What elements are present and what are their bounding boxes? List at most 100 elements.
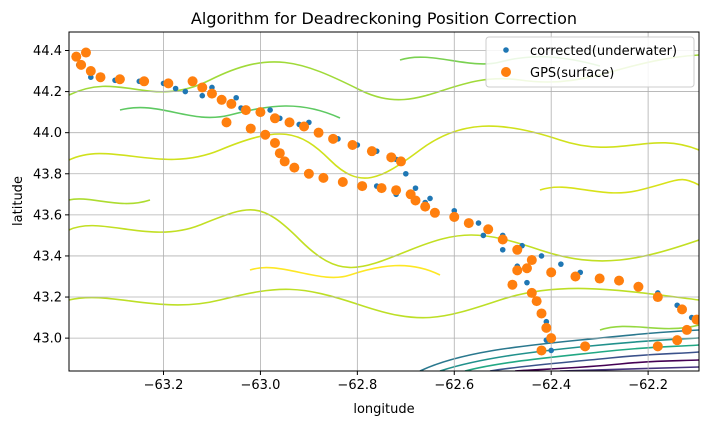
- legend-label-corrected: corrected(underwater): [530, 44, 677, 59]
- y-tick-label: 43.0: [33, 332, 62, 347]
- y-tick-label: 43.8: [33, 167, 62, 182]
- data-point: [475, 220, 482, 226]
- data-point: [366, 146, 377, 157]
- data-point: [221, 117, 232, 128]
- data-point: [357, 181, 368, 192]
- data-point: [85, 66, 96, 77]
- data-point: [427, 195, 433, 202]
- data-point: [536, 308, 547, 319]
- data-point: [172, 85, 179, 92]
- data-point: [240, 105, 251, 116]
- data-point: [633, 281, 644, 292]
- series-layer: [71, 47, 699, 356]
- data-point: [267, 107, 273, 113]
- ticks: −63.2 −63.0 −62.8 −62.6 −62.4 −62.2 43.0 43.2 43…: [33, 44, 668, 393]
- data-point: [260, 129, 271, 140]
- data-point: [531, 296, 542, 307]
- data-point: [337, 176, 348, 187]
- data-point: [681, 324, 692, 335]
- data-point: [546, 267, 557, 278]
- data-point: [289, 162, 300, 173]
- data-point: [614, 275, 625, 286]
- chart-title: Algorithm for Deadreckoning Position Cor…: [191, 9, 577, 28]
- contour-line: [489, 351, 699, 371]
- data-point: [95, 72, 106, 83]
- data-point: [412, 185, 419, 191]
- data-point: [328, 133, 339, 144]
- data-point: [216, 94, 227, 105]
- contour-line: [69, 125, 699, 179]
- contour-line: [249, 264, 441, 279]
- legend-marker-corrected: [503, 47, 509, 53]
- legend-box: [485, 36, 695, 88]
- data-point: [526, 287, 537, 298]
- contour-line: [69, 198, 151, 205]
- data-point: [652, 341, 663, 352]
- data-point: [499, 246, 506, 253]
- data-point: [449, 211, 460, 222]
- data-point: [395, 156, 406, 167]
- legend-label-gps: GPS(surface): [530, 66, 614, 81]
- y-tick-label: 43.4: [33, 249, 62, 264]
- data-point: [139, 76, 150, 87]
- data-point: [512, 265, 523, 276]
- data-point: [536, 345, 547, 356]
- data-point: [269, 137, 280, 148]
- data-point: [672, 335, 683, 346]
- data-point: [546, 333, 557, 344]
- data-point: [594, 273, 605, 284]
- x-axis-label: longitude: [353, 402, 414, 417]
- x-tick-label: −62.6: [434, 378, 474, 393]
- contour-line: [69, 287, 699, 319]
- data-point: [80, 47, 91, 58]
- data-point: [255, 107, 266, 118]
- x-tick-label: −62.8: [337, 378, 377, 393]
- data-point: [580, 341, 591, 352]
- data-point: [197, 82, 208, 93]
- contour-lines: [69, 54, 699, 371]
- data-point: [245, 123, 256, 134]
- y-tick-label: 44.0: [33, 126, 62, 141]
- legend-marker-gps: [501, 67, 511, 77]
- data-point: [691, 314, 699, 325]
- x-tick-label: −63.0: [241, 378, 281, 393]
- data-point: [182, 88, 189, 95]
- contour-line: [514, 359, 699, 371]
- data-point: [677, 304, 688, 315]
- data-point: [386, 152, 397, 163]
- data-point: [163, 78, 174, 89]
- x-tick-label: −62.4: [531, 378, 571, 393]
- data-point: [303, 168, 314, 179]
- contour-line: [464, 344, 699, 371]
- data-point: [521, 263, 532, 274]
- data-point: [652, 292, 663, 303]
- data-point: [429, 207, 440, 218]
- data-point: [548, 347, 554, 354]
- y-tick-label: 44.4: [33, 44, 62, 59]
- data-point: [507, 279, 518, 290]
- data-point: [538, 253, 545, 259]
- data-point: [226, 98, 237, 109]
- x-tick-label: −63.2: [144, 378, 184, 393]
- data-point: [420, 201, 431, 212]
- data-point: [299, 121, 310, 132]
- data-point: [269, 113, 280, 124]
- x-tick-label: −62.2: [628, 378, 668, 393]
- data-point: [313, 127, 324, 138]
- data-point: [410, 195, 421, 206]
- data-point: [480, 232, 487, 239]
- data-point: [376, 183, 387, 194]
- data-point: [206, 88, 217, 99]
- y-axis-label: latitude: [11, 176, 26, 226]
- series-gps: [71, 47, 699, 356]
- data-point: [483, 224, 494, 235]
- y-tick-label: 43.6: [33, 208, 62, 223]
- data-point: [279, 156, 290, 167]
- contour-line: [539, 178, 699, 194]
- data-point: [199, 92, 206, 99]
- data-point: [497, 234, 508, 245]
- data-point: [541, 322, 552, 333]
- data-point: [347, 140, 358, 150]
- contour-line: [69, 209, 699, 269]
